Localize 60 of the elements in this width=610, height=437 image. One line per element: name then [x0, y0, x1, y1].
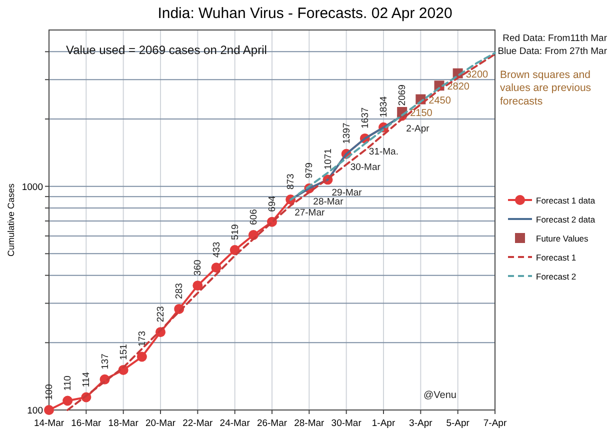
data-label: 979	[304, 162, 316, 178]
data-label: 519	[230, 224, 241, 240]
point	[44, 405, 54, 415]
data-label: 694	[267, 196, 278, 212]
data-label: 1637	[360, 107, 371, 128]
point	[136, 352, 147, 362]
annotation: 2-Apr	[406, 124, 430, 135]
annotation: @Venu	[424, 390, 456, 401]
data-label: 2450	[428, 95, 452, 106]
x-tick-label: 18-Mar	[108, 418, 138, 429]
data-label: 2069	[397, 84, 408, 106]
data-label: 873	[286, 174, 297, 190]
x-tick-label: 26-Mar	[256, 418, 288, 429]
y-axis-title: Cumulative Cases	[6, 182, 16, 257]
data-label: 114	[81, 372, 92, 388]
annotation: Value used = 2069 cases on 2nd April	[66, 43, 267, 57]
legend-label: Forecast 1	[536, 252, 576, 262]
legend-label: Future Values	[536, 234, 588, 244]
data-label: 1397	[341, 122, 352, 144]
annotation: 31-Ma.	[368, 146, 398, 158]
x-tick-label: 7-Apr	[483, 418, 507, 429]
legend-label: Forecast 2	[536, 272, 576, 282]
data-label: 2150	[410, 108, 433, 119]
x-tick-label: 5-Apr	[446, 418, 470, 429]
data-label: 110	[62, 376, 74, 391]
data-label: 606	[248, 209, 260, 225]
x-tick-label: 1-Apr	[372, 418, 396, 429]
data-label: 3200	[466, 69, 489, 80]
x-tick-label: 3-Apr	[409, 418, 432, 429]
point	[192, 280, 203, 291]
x-tick-label: 22-Mar	[182, 418, 213, 429]
x-tick-label: 24-Mar	[220, 418, 250, 429]
annotation: 27-Mar	[294, 208, 325, 219]
x-tick-label: 20-Mar	[145, 418, 176, 429]
x-tick-label: 30-Mar	[331, 418, 362, 429]
legend-label: Forecast 2 data	[536, 214, 596, 224]
data-label: 137	[100, 354, 111, 370]
point	[62, 396, 73, 406]
data-label: 1071	[322, 148, 334, 170]
data-label: 151	[118, 344, 130, 360]
data-label: 100	[44, 384, 55, 400]
data-label: 360	[192, 260, 204, 276]
annotation: 28-Mar	[313, 196, 344, 208]
chart-title: India: Wuhan Virus - Forecasts. 02 Apr 2020	[158, 5, 452, 22]
text: Brown squares and values are previous forecasts	[500, 69, 592, 108]
annotation: 29-Mar	[332, 188, 362, 199]
legend-label: Forecast 1 data	[536, 196, 596, 206]
x-tick-label: 28-Mar	[294, 418, 324, 429]
data-label: 1834	[378, 96, 390, 118]
data-label: 173	[136, 330, 148, 347]
data-label: 223	[156, 306, 166, 322]
data-label: 283	[174, 283, 186, 299]
data-label: 433	[211, 242, 222, 258]
text: Blue Data: From 27th Mar	[498, 46, 607, 57]
x-tick-label: 14-Mar	[34, 418, 64, 429]
x-tick-label: 16-Mar	[71, 418, 102, 429]
y-tick-label: 1000	[22, 182, 43, 193]
annotation: 30-Mar	[350, 162, 380, 173]
text: Red Data: From11th Mar	[502, 33, 607, 44]
point	[211, 262, 222, 273]
